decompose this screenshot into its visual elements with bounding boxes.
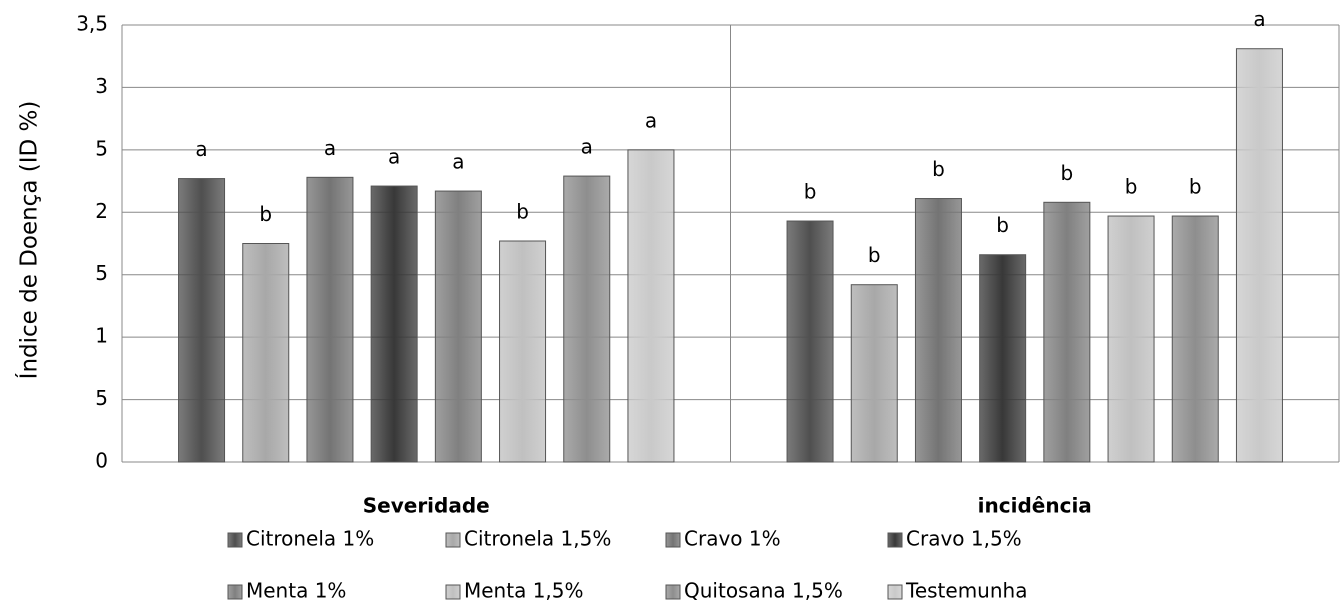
y-tick-label: 5 <box>95 386 108 410</box>
bar <box>1171 215 1219 463</box>
legend-label: Menta 1,5% <box>464 579 584 603</box>
bar <box>370 185 418 463</box>
x-tick-label: incidência <box>978 494 1092 518</box>
y-tick-label: 5 <box>95 136 108 160</box>
bar <box>499 240 547 463</box>
bar <box>434 190 482 463</box>
bar <box>1235 48 1283 463</box>
bar <box>914 198 962 463</box>
bar <box>178 178 226 463</box>
bar <box>242 243 290 463</box>
bar <box>1107 215 1155 463</box>
bar <box>563 175 611 463</box>
significance-letter: b <box>1125 175 1138 199</box>
significance-letter: a <box>581 135 593 159</box>
bar <box>979 254 1027 463</box>
y-tick-label: 2 <box>95 199 108 223</box>
legend-label: Cravo 1% <box>684 527 781 551</box>
significance-letter: b <box>804 180 817 204</box>
legend-swatch <box>887 532 903 548</box>
legend-label: Citronela 1% <box>246 527 374 551</box>
y-tick-label: 5 <box>95 261 108 285</box>
x-tick-label: Severidade <box>363 494 490 518</box>
significance-letter: b <box>1189 175 1202 199</box>
legend-label: Quitosana 1,5% <box>684 579 843 603</box>
y-tick-label: 3,5 <box>76 12 108 36</box>
significance-letter: a <box>195 137 207 161</box>
significance-letter: b <box>1060 161 1073 185</box>
significance-letter: a <box>388 145 400 169</box>
y-tick-label: 3 <box>95 74 108 98</box>
y-tick-label: 1 <box>95 324 108 348</box>
significance-letter: b <box>516 200 529 224</box>
legend-swatch <box>445 584 461 600</box>
legend-label: Menta 1% <box>246 579 346 603</box>
legend-swatch <box>665 532 681 548</box>
legend-swatch <box>665 584 681 600</box>
significance-letter: b <box>996 213 1009 237</box>
bar <box>1043 201 1091 463</box>
legend-swatch <box>445 532 461 548</box>
significance-letter: b <box>259 202 272 226</box>
significance-letter: a <box>452 150 464 174</box>
bar <box>306 176 354 463</box>
significance-letter: a <box>1253 7 1265 31</box>
y-tick-label: 0 <box>95 449 108 473</box>
bar <box>786 220 834 463</box>
significance-letter: b <box>868 243 881 267</box>
legend-swatch <box>227 532 243 548</box>
legend-swatch <box>887 584 903 600</box>
significance-letter: a <box>324 136 336 160</box>
bar <box>850 284 898 463</box>
legend-swatch <box>227 584 243 600</box>
significance-letter: b <box>932 157 945 181</box>
bar <box>627 149 675 463</box>
y-axis-title: Índice de Doença (ID %) <box>15 101 43 380</box>
legend-label: Cravo 1,5% <box>906 527 1022 551</box>
legend-label: Citronela 1,5% <box>464 527 611 551</box>
legend-label: Testemunha <box>905 579 1027 603</box>
significance-letter: a <box>645 108 657 132</box>
